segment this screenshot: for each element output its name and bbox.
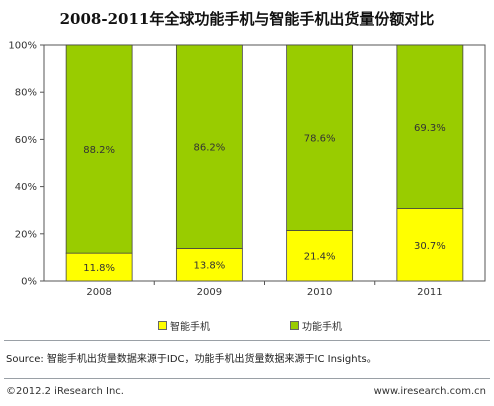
legend-label-featurephone: 功能手机 [302,322,342,333]
x-tick-label: 2008 [86,287,111,298]
x-tick-label: 2009 [197,287,222,298]
y-tick-label: 20% [15,229,37,240]
data-label: 21.4% [304,252,336,263]
x-tick-label: 2010 [307,287,332,298]
source-note: Source: 智能手机出货量数据来源于IDC，功能手机出货量数据来源于IC I… [6,354,377,365]
bar-segment [65,44,133,254]
data-label: 78.6% [304,134,336,145]
data-label: 30.7% [414,241,446,252]
bar-segment [396,44,464,209]
y-tick-label: 100% [8,41,37,52]
bar-segment [286,44,354,231]
chart-title: 2008-2011年全球功能手机与智能手机出货量份额对比 [59,10,435,28]
divider-top [4,340,490,341]
website-link[interactable]: www.iresearch.com.cn [373,386,486,397]
y-tick-label: 60% [15,135,37,146]
x-tick-label: 2011 [417,287,442,298]
y-tick-label: 0% [21,277,37,288]
bar-segment [396,208,464,282]
legend-item-featurephone: 功能手机 [290,318,342,333]
legend-swatch-smartphone [158,321,167,330]
legend-item-smartphone: 智能手机 [158,318,210,333]
data-label: 69.3% [414,123,446,134]
copyright-text: ©2012.2 iResearch Inc. [6,386,124,397]
data-label: 13.8% [193,261,225,272]
bar-segment [286,230,354,282]
bar-segment [175,44,243,249]
legend-label-smartphone: 智能手机 [170,322,210,333]
bar-segment [175,248,243,282]
y-tick-label: 40% [15,182,37,193]
y-tick-label: 80% [15,88,37,99]
bar-segment [65,252,133,282]
divider-bottom [4,378,490,379]
data-label: 88.2% [83,145,115,156]
legend-swatch-featurephone [290,321,299,330]
data-label: 11.8% [83,263,115,274]
data-label: 86.2% [193,143,225,154]
